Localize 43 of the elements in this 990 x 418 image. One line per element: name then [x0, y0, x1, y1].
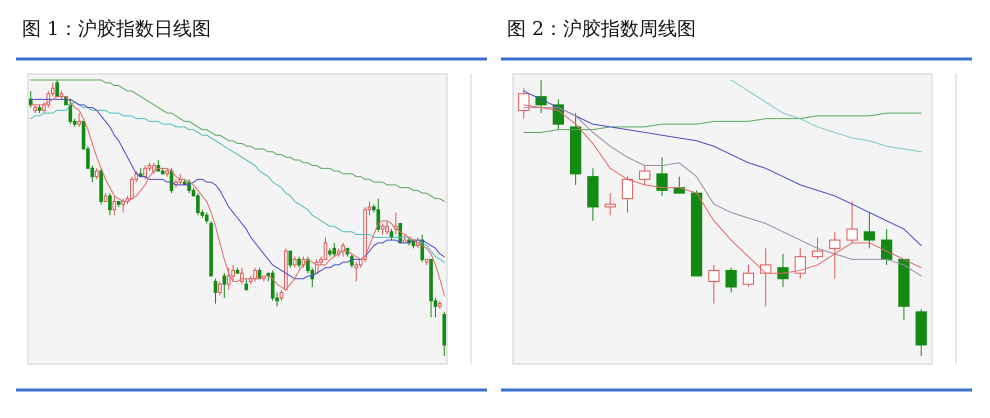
candlestick	[777, 253, 789, 288]
candlestick	[244, 278, 248, 290]
candlestick	[222, 272, 226, 299]
candlestick	[112, 195, 116, 216]
candlestick	[292, 256, 296, 268]
candlestick	[518, 88, 530, 120]
candlestick	[604, 192, 616, 216]
candlestick	[385, 220, 389, 236]
candlestick	[864, 212, 876, 249]
candlestick	[622, 176, 634, 213]
candlestick	[231, 264, 235, 282]
candlestick	[376, 198, 380, 232]
candlestick	[350, 253, 354, 268]
candlestick	[332, 242, 336, 258]
chart-title: 图 1：沪胶指数日线图	[22, 18, 212, 40]
candlestick	[829, 231, 840, 280]
candlestick	[354, 262, 358, 282]
candlestick	[794, 248, 806, 280]
candlestick	[390, 228, 394, 241]
candlestick	[108, 192, 112, 216]
candlestick	[240, 267, 244, 285]
candlestick	[218, 280, 222, 296]
candlestick	[297, 256, 301, 268]
candlestick	[726, 267, 737, 294]
candlestick	[288, 250, 292, 268]
candlestick	[639, 165, 650, 186]
candlestick	[226, 267, 231, 290]
candlestick	[94, 168, 99, 180]
candlestick	[881, 228, 892, 266]
candlestick	[214, 278, 218, 304]
chart-title: 图 2：沪胶指数周线图	[507, 18, 696, 40]
candlestick	[324, 236, 328, 260]
candlestick	[812, 236, 824, 260]
candlestick	[77, 112, 81, 128]
candlestick	[302, 256, 306, 268]
candlestick	[204, 212, 209, 224]
candlestick	[708, 264, 720, 304]
candlestick	[656, 156, 668, 196]
candlestick	[280, 289, 284, 302]
candlestick	[55, 80, 59, 98]
candlestick	[170, 168, 174, 194]
candlestick	[742, 264, 754, 288]
candlestick	[846, 200, 858, 244]
